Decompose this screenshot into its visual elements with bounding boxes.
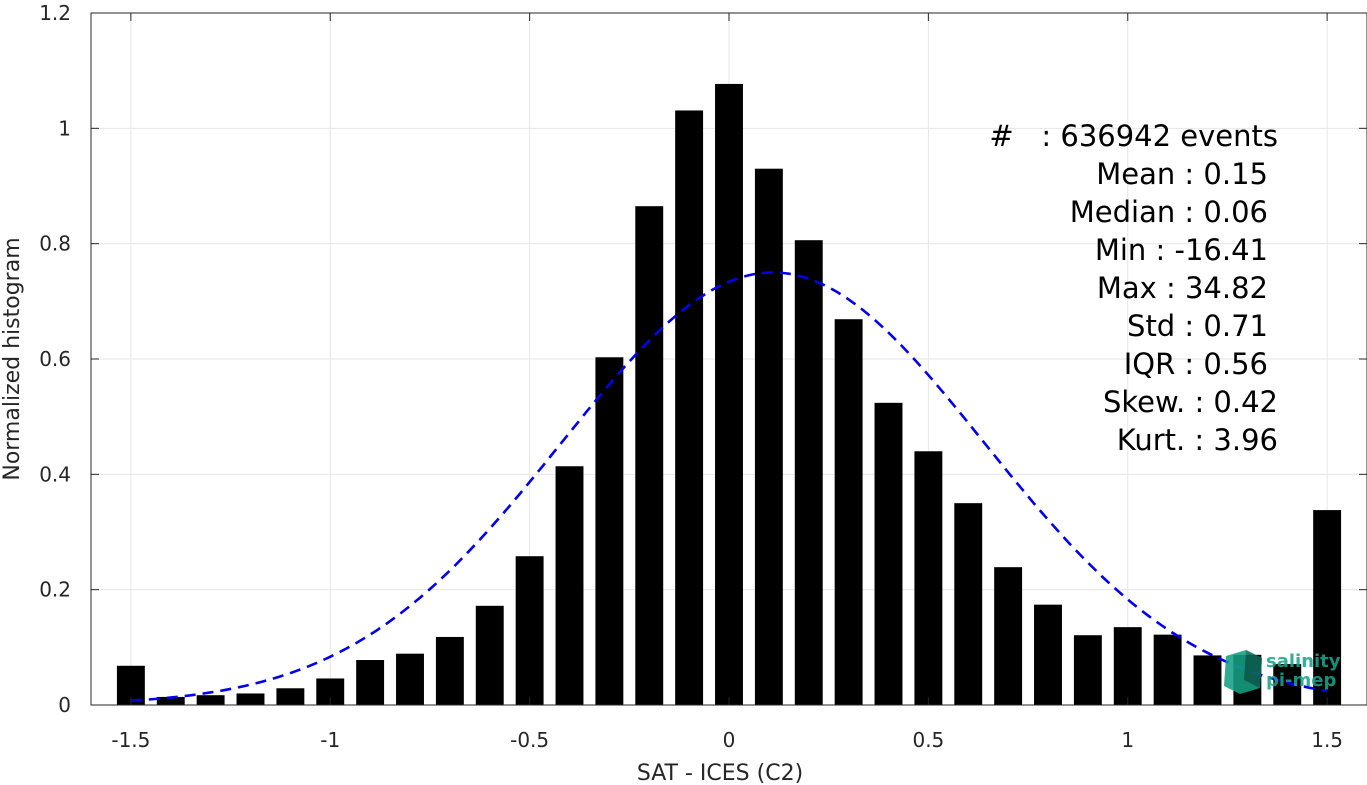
histogram-bar <box>994 567 1023 705</box>
y-tick-label: 0.6 <box>39 347 71 371</box>
x-tick-label: 1.5 <box>1311 728 1343 752</box>
stat-iqr: IQR : 0.56 <box>1124 347 1268 381</box>
logo-text-pimep: pi-mep <box>1266 670 1336 691</box>
histogram-bar <box>1153 634 1182 705</box>
statistics-annotation: # : 636942 events Mean : 0.15 Median : 0… <box>989 119 1278 457</box>
histogram-bar <box>675 110 704 705</box>
histogram-bar <box>276 688 305 705</box>
x-tick-label: 0 <box>723 728 736 752</box>
x-tick-labels: -1.5 -1 -0.5 0 0.5 1 1.5 <box>111 728 1343 752</box>
y-tick-label: 1 <box>58 116 71 140</box>
histogram-bar <box>396 653 424 705</box>
y-tick-label: 0.4 <box>39 462 71 486</box>
histogram-bar <box>236 693 265 705</box>
histogram-bar <box>435 636 464 705</box>
stat-events: # : 636942 events <box>989 119 1278 153</box>
y-tick-label: 1.2 <box>39 1 71 25</box>
x-axis-label: SAT - ICES (C2) <box>637 761 803 785</box>
histogram-bar <box>794 240 823 705</box>
y-tick-labels: 0 0.2 0.4 0.6 0.8 1 1.2 <box>39 1 71 717</box>
histogram-bar <box>834 319 863 705</box>
y-tick-label: 0.8 <box>39 232 71 256</box>
histogram-bar <box>356 660 385 705</box>
histogram-bar <box>954 503 983 705</box>
histogram-bar <box>156 696 185 705</box>
x-tick-label: 0.5 <box>912 728 944 752</box>
stat-skew: Skew. : 0.42 <box>1103 385 1278 419</box>
histogram-bar <box>914 451 943 705</box>
histogram-bar <box>635 206 664 705</box>
histogram-bar <box>515 556 544 705</box>
histogram-bar <box>1034 604 1062 705</box>
axis-ticks <box>91 12 1367 706</box>
logo-text-salinity: salinity <box>1266 651 1341 672</box>
y-tick-label: 0 <box>58 693 71 717</box>
histogram-bar <box>196 695 225 705</box>
salinity-pimep-logo: salinity pi-mep <box>1224 650 1341 694</box>
stat-mean: Mean : 0.15 <box>1096 157 1268 191</box>
histogram-bar <box>715 83 743 706</box>
histogram-bar <box>1193 655 1222 705</box>
x-tick-label: -0.5 <box>510 728 549 752</box>
stat-median: Median : 0.06 <box>1070 195 1268 229</box>
stat-kurt: Kurt. : 3.96 <box>1117 423 1278 457</box>
histogram-bar <box>595 357 624 705</box>
stat-std: Std : 0.71 <box>1127 309 1268 343</box>
stat-min: Min : -16.41 <box>1095 233 1268 267</box>
x-tick-label: 1 <box>1121 728 1134 752</box>
bar-series <box>116 83 1342 706</box>
x-tick-label: -1.5 <box>111 728 150 752</box>
stat-max: Max : 34.82 <box>1097 271 1268 305</box>
histogram-bar <box>874 402 903 705</box>
y-axis-label: Normalized histogram <box>0 237 25 480</box>
y-tick-label: 0.2 <box>39 578 71 602</box>
histogram-bar <box>1313 510 1342 705</box>
normal-fit-curve <box>130 271 1328 702</box>
histogram-bar <box>475 605 504 705</box>
histogram-bar <box>1113 627 1142 705</box>
histogram-bar <box>555 466 584 705</box>
histogram-bar <box>754 168 783 705</box>
histogram-bar <box>1073 635 1102 705</box>
x-tick-label: -1 <box>320 728 340 752</box>
logo-cube-shade <box>1244 650 1262 688</box>
